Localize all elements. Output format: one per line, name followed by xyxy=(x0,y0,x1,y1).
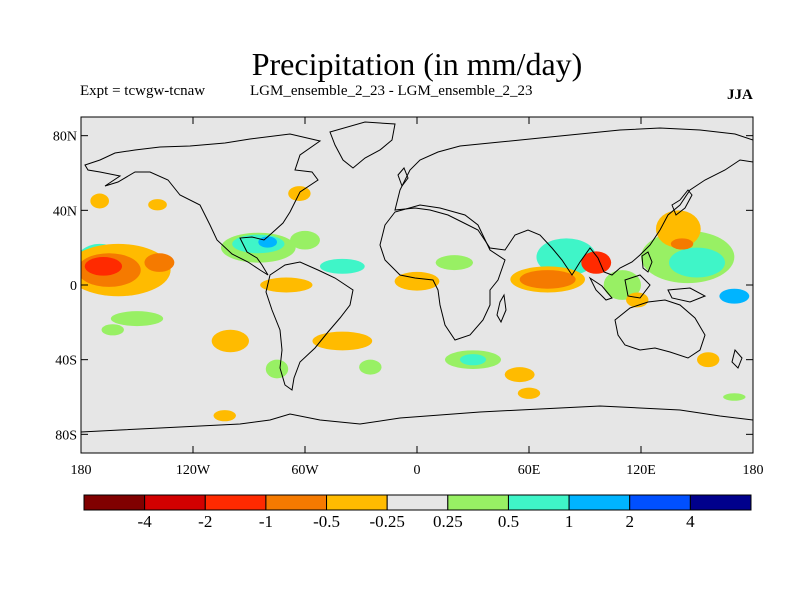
ensemble-subtitle: LGM_ensemble_2_23 - LGM_ensemble_2_23 xyxy=(250,83,533,99)
lon-tick-label: 60E xyxy=(518,463,541,478)
region-south-atlantic-green xyxy=(359,359,382,375)
coastline-philippines xyxy=(641,251,653,273)
region-west-africa-orange xyxy=(394,271,440,291)
colorbar-label: -0.25 xyxy=(369,512,404,531)
lon-tick-label: 180 xyxy=(743,463,764,478)
region-south-america-green xyxy=(265,359,289,379)
region-bay-of-bengal-red xyxy=(581,251,612,274)
colorbar-swatch xyxy=(83,494,146,511)
region-japan-red xyxy=(670,238,694,250)
lat-tick-label: 40S xyxy=(55,354,77,369)
colorbar-label: -2 xyxy=(198,512,212,531)
experiment-label: Expt = tcwgw-tcnaw xyxy=(80,83,206,99)
region-southern-indian-cyan xyxy=(459,354,487,366)
lon-tick-label: 120W xyxy=(176,463,211,478)
coastlines xyxy=(81,121,753,433)
coastline-borneo xyxy=(624,274,651,299)
colorbar-label: 1 xyxy=(565,512,574,531)
colorbar-swatch xyxy=(507,494,570,511)
region-central-pacific-red xyxy=(84,257,123,276)
lon-tick-label: 120E xyxy=(626,463,656,478)
colorbar-swatch xyxy=(326,494,388,511)
region-southern-ocean-green xyxy=(723,393,746,401)
region-south-america-orange xyxy=(211,329,249,353)
region-south-pacific-green xyxy=(101,324,124,336)
region-west-pacific-cyan xyxy=(669,247,725,278)
region-japan-orange xyxy=(655,210,701,248)
colorbar: -4 -2 -1 -0.5 -0.25 0.25 0.5 1 2 4 xyxy=(83,494,752,531)
region-indian-ocean-orange xyxy=(519,270,576,289)
coastline-japan xyxy=(671,189,693,216)
coastline-new-zealand xyxy=(731,348,743,369)
lat-tick-label: 80S xyxy=(55,428,77,443)
coastline-greenland xyxy=(329,121,396,169)
coastline-north-america xyxy=(84,133,322,276)
colorbar-label: 0.5 xyxy=(498,512,519,531)
region-north-pacific-orange xyxy=(90,193,109,209)
coastline-sumatra xyxy=(588,276,613,301)
coastline-new-guinea xyxy=(667,287,707,303)
colorbar-swatch xyxy=(144,494,206,511)
colorbar-label: 4 xyxy=(686,512,695,531)
colorbar-swatch xyxy=(265,494,328,511)
colorbar-label: 2 xyxy=(625,512,634,531)
lat-tick-label: 40N xyxy=(53,204,77,219)
colorbar-swatch xyxy=(689,494,752,511)
chart-title: Precipitation (in mm/day) xyxy=(251,46,583,82)
season-label: JJA xyxy=(727,87,753,103)
colorbar-swatch xyxy=(447,494,509,511)
coastline-australia xyxy=(614,299,706,359)
region-tasman-orange xyxy=(697,352,720,368)
lat-tick-label: 0 xyxy=(70,279,77,294)
coastline-eurasia xyxy=(394,127,753,276)
region-itcz-orange xyxy=(260,277,313,293)
region-south-atlantic-orange xyxy=(312,331,373,351)
region-atlantic-green xyxy=(290,230,320,250)
colorbar-swatch xyxy=(568,494,631,511)
coastline-british-isles xyxy=(397,167,409,188)
colorbar-swatch xyxy=(629,494,691,511)
colorbar-label: 0.25 xyxy=(433,512,463,531)
region-southern-indian-orange-2 xyxy=(517,387,541,399)
region-southern-ocean-orange xyxy=(213,410,236,422)
coastline-antarctica xyxy=(81,405,753,433)
region-north-pacific-orange-2 xyxy=(148,199,167,211)
lat-tick-label: 80N xyxy=(53,130,77,145)
colorbar-label: -1 xyxy=(259,512,273,531)
region-mid-atlantic-cyan xyxy=(319,258,365,274)
colorbar-label: -0.5 xyxy=(313,512,340,531)
lon-tick-label: 60W xyxy=(291,463,319,478)
colorbar-label: -4 xyxy=(138,512,153,531)
region-gulf-blue xyxy=(258,236,277,248)
region-caribbean-cyan xyxy=(232,234,285,254)
coastline-south-america xyxy=(265,261,354,391)
coastline-africa xyxy=(379,204,506,341)
lon-tick-label: 0 xyxy=(414,463,421,478)
colorbar-swatch xyxy=(386,494,449,511)
region-southern-indian-orange xyxy=(504,367,535,383)
map-axes: 80N 40N 0 40S 80S 180 120W 60W 0 60E 120E 180 xyxy=(53,117,764,478)
region-east-pacific-orange xyxy=(144,253,175,272)
region-east-africa-green xyxy=(435,255,474,271)
region-west-pacific-blue xyxy=(719,288,750,304)
anomaly-regions xyxy=(81,186,750,422)
lon-tick-label: 180 xyxy=(71,463,92,478)
colorbar-swatch xyxy=(204,494,267,511)
region-southwest-pacific-green xyxy=(110,311,164,327)
coastline-madagascar xyxy=(496,293,507,324)
